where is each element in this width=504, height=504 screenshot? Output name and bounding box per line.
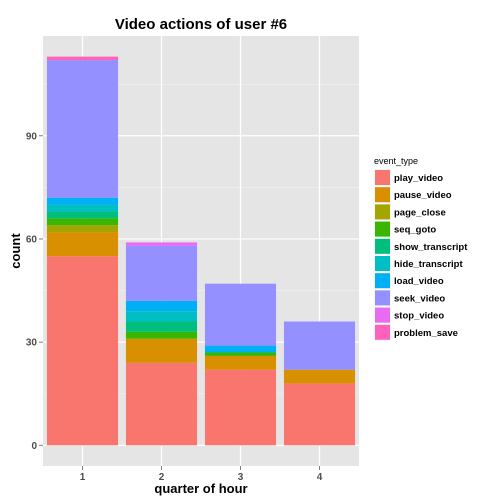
legend-label-show-transcript: show_transcript: [394, 242, 468, 253]
x-tick-label: 4: [317, 472, 323, 483]
legend-label-pause-video: pause_video: [394, 190, 452, 201]
bar-segment-problem-save: [46, 56, 119, 61]
bar-segment-page-close: [46, 225, 119, 233]
bar-segment-show-transcript: [125, 321, 198, 332]
legend-label-seq-goto: seq_goto: [394, 225, 436, 236]
legend-swatch-seq-goto: [375, 221, 390, 237]
legend-swatch-pause-video: [375, 187, 390, 203]
bar-segment-hide-transcript: [125, 311, 198, 322]
legend-swatch-problem-save: [375, 324, 390, 340]
legend-swatch-show-transcript: [375, 238, 390, 254]
y-tick-label: 90: [26, 131, 38, 142]
legend-label-load-video: load_video: [394, 276, 444, 287]
bar-segment-hide-transcript: [46, 204, 119, 212]
bar-segment-show-transcript: [46, 211, 119, 219]
legend-swatch-play-video: [375, 170, 390, 185]
bar-segment-pause-video: [46, 232, 119, 257]
bar-segment-play-video: [125, 362, 198, 446]
bar-segment-play-video: [46, 256, 119, 446]
legend-swatch-hide-transcript: [375, 256, 390, 271]
legend-label-page-close: page_close: [394, 207, 446, 218]
bar-segment-play-video: [204, 369, 277, 446]
bar-segment-pause-video: [125, 338, 198, 363]
x-tick-label: 3: [238, 472, 244, 483]
bar-segment-pause-video: [204, 355, 277, 370]
bar-segment-seek-video: [46, 60, 119, 198]
legend-label-seek-video: seek_video: [394, 293, 445, 304]
bar-segment-pause-video: [283, 369, 356, 384]
bar-segment-seek-video: [283, 321, 356, 370]
legend: event_type play_video pause_video page_clo…: [373, 156, 468, 342]
x-tick-label: 2: [159, 472, 165, 483]
bar-segment-load-video: [125, 300, 198, 312]
y-axis-title: count: [8, 233, 23, 269]
bar-segment-load-video: [46, 197, 119, 205]
x-tick-label: 1: [80, 472, 86, 483]
legend-swatch-load-video: [375, 273, 390, 289]
legend-label-stop-video: stop_video: [394, 311, 444, 322]
y-tick-label: 60: [26, 234, 38, 245]
legend-label-problem-save: problem_save: [394, 328, 458, 339]
legend-title: event_type: [374, 156, 418, 166]
legend-label-play-video: play_video: [394, 173, 443, 184]
legend-swatch-stop-video: [375, 307, 390, 323]
bars: [46, 56, 356, 446]
y-tick-label: 30: [26, 338, 38, 349]
y-axis: 0 30 60 90: [26, 131, 43, 452]
legend-swatch-page-close: [375, 204, 390, 220]
bar-segment-seq-goto: [204, 352, 277, 356]
bar-segment-load-video: [204, 345, 277, 353]
legend-label-hide-transcript: hide_transcript: [394, 259, 463, 270]
chart-title: Video actions of user #6: [115, 16, 287, 33]
bar-segment-seq-goto: [46, 218, 119, 226]
y-tick-label: 0: [31, 441, 37, 452]
legend-swatch-seek-video: [375, 290, 390, 306]
bar-segment-seq-goto: [125, 331, 198, 339]
bar-segment-stop-video: [125, 242, 198, 246]
x-axis-title: quarter of hour: [154, 481, 247, 496]
bar-segment-seek-video: [125, 245, 198, 301]
bar-segment-play-video: [283, 383, 356, 446]
x-axis: 1 2 3 4: [80, 466, 323, 483]
bar-segment-seek-video: [204, 283, 277, 346]
